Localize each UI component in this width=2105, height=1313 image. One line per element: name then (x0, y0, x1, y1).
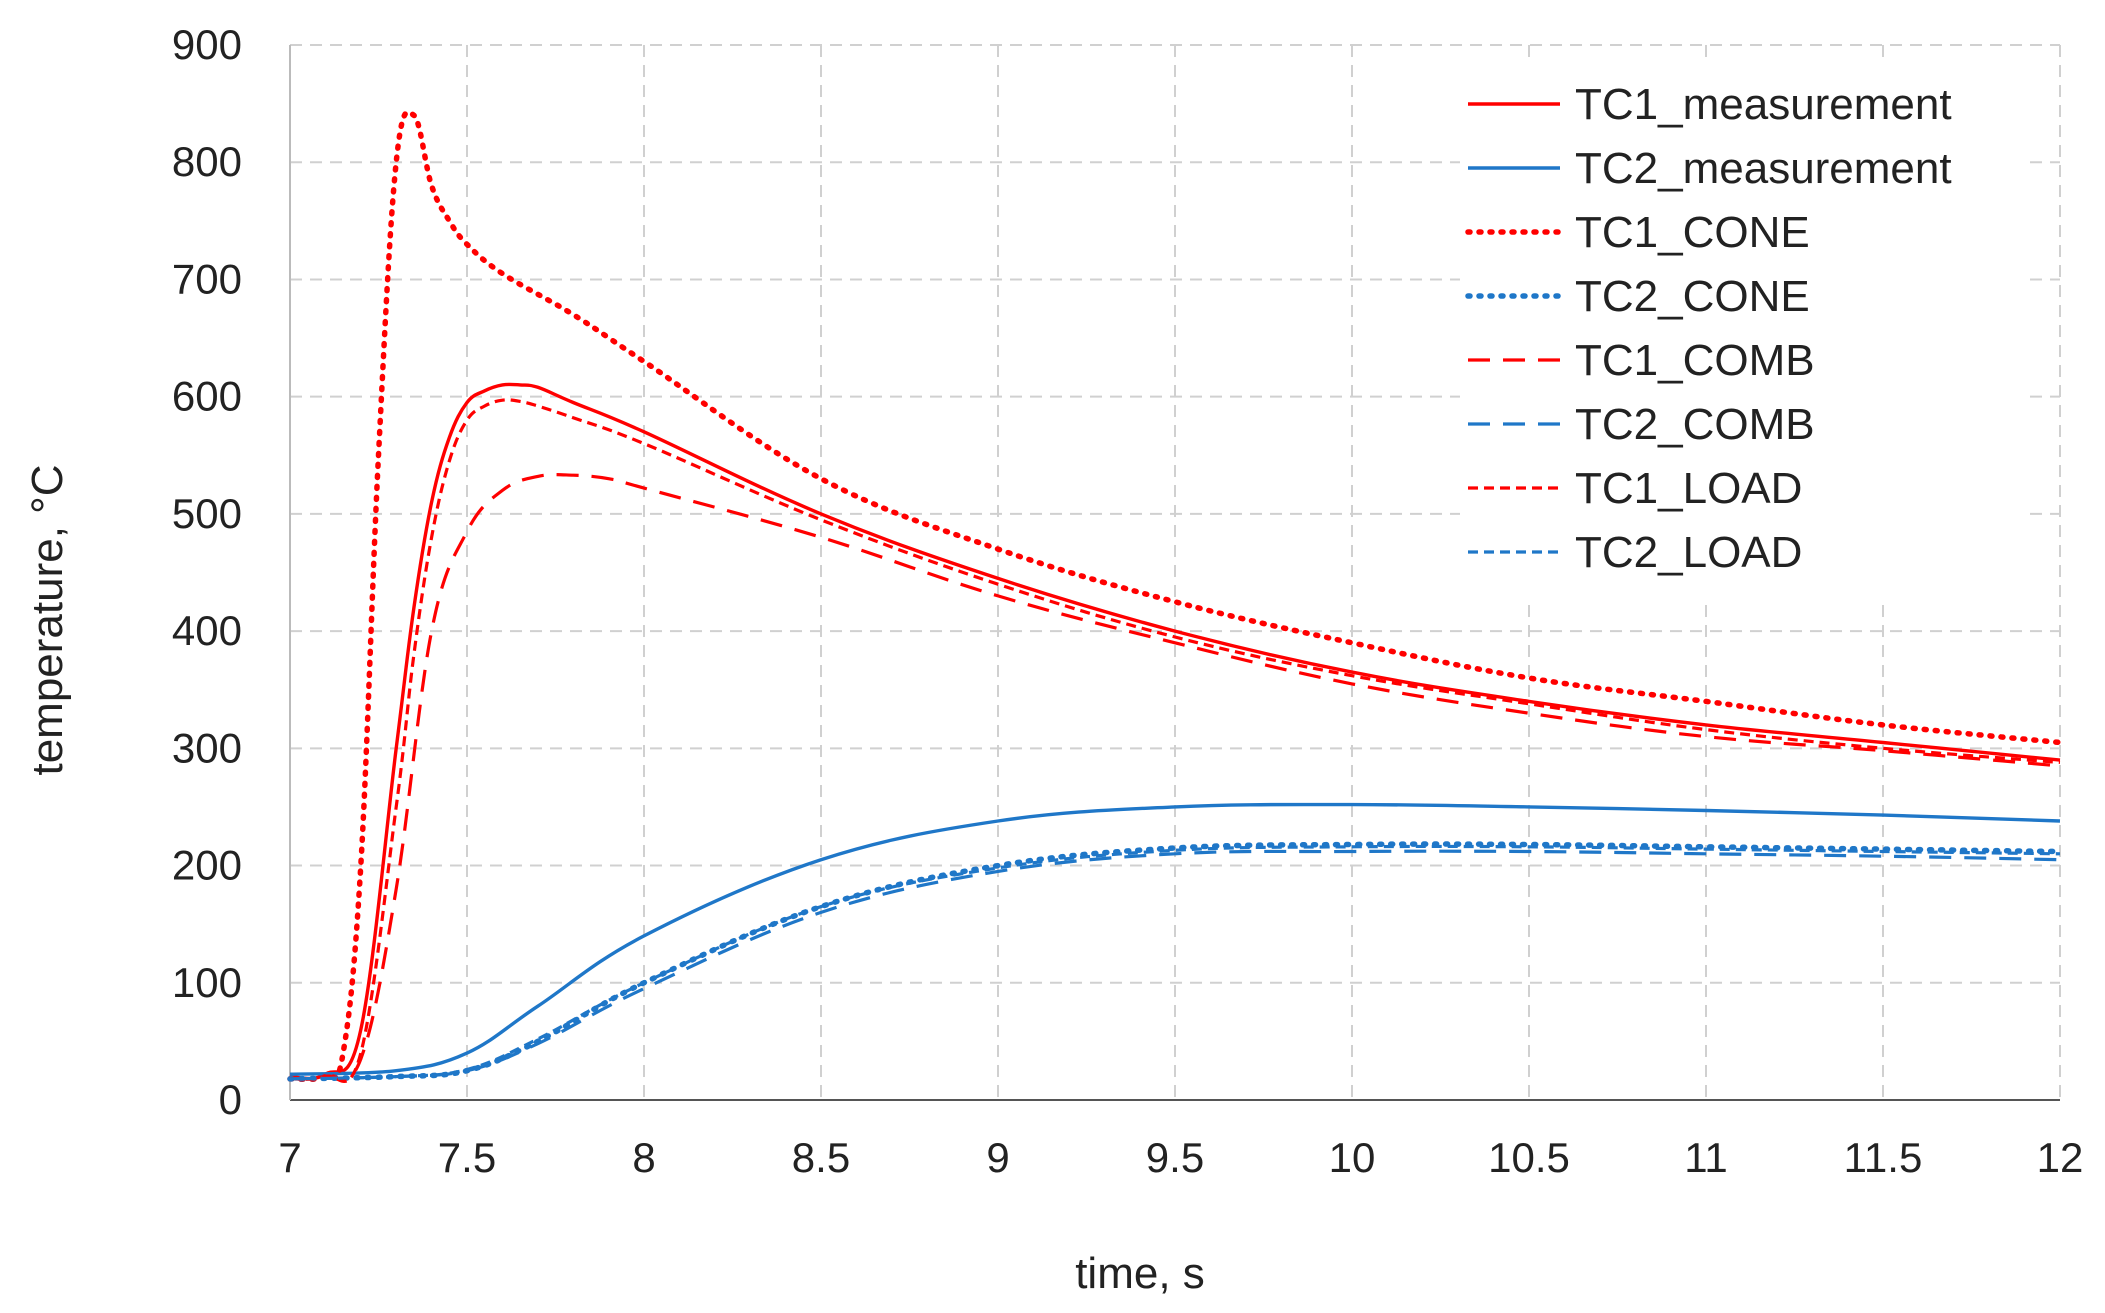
x-tick-label: 7.5 (438, 1134, 496, 1181)
y-tick-label: 200 (172, 842, 242, 889)
legend-label: TC1_COMB (1575, 336, 1815, 385)
x-tick-label: 11.5 (1844, 1134, 1923, 1181)
x-tick-label: 8.5 (792, 1134, 850, 1181)
y-tick-label: 900 (172, 21, 242, 68)
legend: TC1_measurement TC2_measurement TC1_CONE TC… (1460, 60, 2030, 600)
x-tick-label: 12 (2037, 1134, 2084, 1181)
series-line-tc2-measurement (289, 802, 2061, 1076)
y-tick-label: 700 (172, 255, 242, 302)
legend-label: TC1_CONE (1575, 208, 1810, 257)
x-axis-title: time, s (1075, 1249, 1205, 1298)
x-tick-label: 10.5 (1488, 1134, 1570, 1181)
x-tick-label: 8 (632, 1134, 655, 1181)
series-line-tc2-load (289, 844, 2061, 1081)
x-tick-label: 9.5 (1146, 1134, 1204, 1181)
series-line-tc2-comb (289, 849, 2061, 1081)
legend-label: TC2_COMB (1575, 400, 1815, 449)
legend-label: TC1_measurement (1575, 80, 1952, 129)
y-tick-label: 0 (219, 1076, 242, 1123)
series-line-tc1-comb (289, 473, 2061, 1081)
y-tick-label: 600 (172, 373, 242, 420)
y-tick-label: 300 (172, 724, 242, 771)
y-tick-label: 500 (172, 490, 242, 537)
x-tick-label: 11 (1684, 1134, 1728, 1181)
y-tick-label: 100 (172, 959, 242, 1006)
x-tick-label: 7 (278, 1134, 301, 1181)
legend-label: TC2_measurement (1575, 144, 1952, 193)
legend-label: TC2_CONE (1575, 272, 1810, 321)
y-axis-title: temperature, °C (23, 464, 72, 775)
legend-label: TC1_LOAD (1575, 464, 1802, 513)
legend-background (1460, 60, 2030, 600)
x-tick-label: 9 (986, 1134, 1009, 1181)
legend-label: TC2_LOAD (1575, 528, 1802, 577)
series-lines (287, 109, 2063, 1083)
tick-labels: 7 7.5 8 8.5 9 9.5 10 10.5 11 11.5 12 0 100 200 300 400 5… (172, 21, 2083, 1181)
series-line-tc1-measurement (289, 382, 2061, 1081)
y-tick-label: 400 (172, 607, 242, 654)
axes (289, 45, 2060, 1101)
y-tick-label: 800 (172, 138, 242, 185)
series-line-tc1-load (289, 398, 2061, 1083)
series-line-tc1-cone (287, 109, 2063, 1083)
x-tick-label: 10 (1329, 1134, 1376, 1181)
